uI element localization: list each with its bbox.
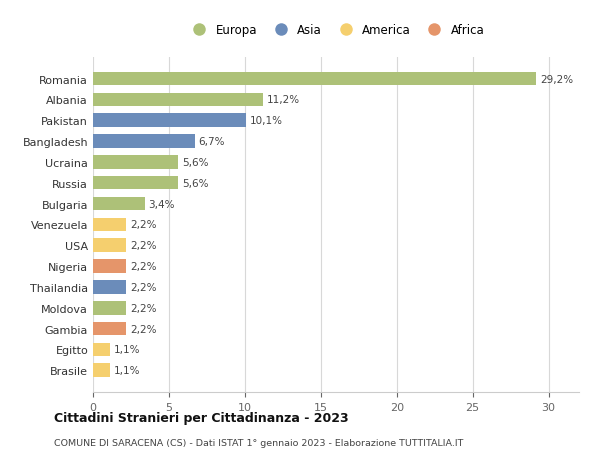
Bar [93,280,127,294]
Bar [93,218,127,232]
Text: 29,2%: 29,2% [540,74,574,84]
Text: 1,1%: 1,1% [113,365,140,375]
Bar [93,364,110,377]
Text: 1,1%: 1,1% [113,345,140,355]
Bar [93,177,178,190]
Bar [93,93,263,107]
Bar [93,135,195,149]
Text: Cittadini Stranieri per Cittadinanza - 2023: Cittadini Stranieri per Cittadinanza - 2… [54,412,349,425]
Bar [93,239,127,252]
Text: 11,2%: 11,2% [267,95,300,105]
Text: 2,2%: 2,2% [130,262,157,271]
Text: 2,2%: 2,2% [130,303,157,313]
Bar [93,301,127,315]
Text: 2,2%: 2,2% [130,324,157,334]
Text: 5,6%: 5,6% [182,179,208,188]
Bar [93,197,145,211]
Bar [93,114,247,128]
Legend: Europa, Asia, America, Africa: Europa, Asia, America, Africa [182,20,490,42]
Text: 10,1%: 10,1% [250,116,283,126]
Text: 2,2%: 2,2% [130,241,157,251]
Text: 2,2%: 2,2% [130,282,157,292]
Text: 5,6%: 5,6% [182,157,208,168]
Text: COMUNE DI SARACENA (CS) - Dati ISTAT 1° gennaio 2023 - Elaborazione TUTTITALIA.I: COMUNE DI SARACENA (CS) - Dati ISTAT 1° … [54,438,463,448]
Bar [93,322,127,336]
Bar [93,73,536,86]
Text: 2,2%: 2,2% [130,220,157,230]
Bar [93,156,178,169]
Bar [93,343,110,357]
Text: 6,7%: 6,7% [199,137,225,147]
Bar [93,260,127,273]
Text: 3,4%: 3,4% [148,199,175,209]
